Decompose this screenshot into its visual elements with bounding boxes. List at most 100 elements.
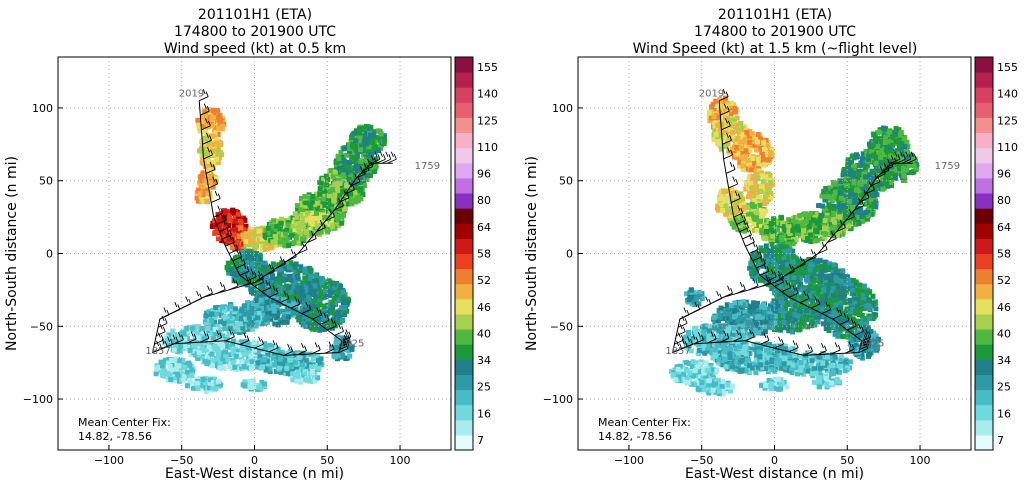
colorbar-segment	[455, 57, 473, 73]
wind-cell	[314, 279, 320, 285]
wind-cell	[344, 152, 350, 158]
wind-cell	[322, 288, 328, 294]
wind-cell	[257, 279, 263, 285]
colorbar-segment	[455, 344, 473, 360]
wind-cell	[312, 363, 318, 369]
wind-cell	[305, 298, 311, 304]
wind-cell	[846, 195, 852, 201]
wind-cell	[269, 245, 275, 251]
wind-cell	[272, 276, 278, 282]
wind-cell	[298, 358, 304, 364]
wind-cell	[317, 191, 323, 197]
wind-cell	[734, 150, 740, 156]
wind-cell	[757, 189, 763, 195]
wind-cell	[153, 366, 159, 372]
wind-cell	[763, 208, 769, 214]
wind-cell	[237, 321, 243, 327]
wind-cell	[752, 180, 758, 186]
wind-cell	[751, 198, 757, 204]
wind-cell	[325, 226, 331, 232]
wind-cell	[321, 282, 327, 288]
wind-cell	[318, 216, 324, 222]
wind-cell	[213, 386, 219, 392]
wind-cell	[213, 175, 219, 181]
wind-cell	[857, 205, 863, 211]
wind-cell	[215, 324, 221, 330]
wind-cell	[332, 169, 338, 175]
wind-cell	[303, 200, 309, 206]
wind-cell	[729, 121, 735, 127]
wind-cell	[285, 362, 291, 368]
wind-cell	[292, 272, 298, 278]
wind-cell	[746, 216, 752, 222]
wind-cell	[211, 218, 217, 224]
colorbar-segment	[455, 268, 473, 285]
wind-barb	[225, 234, 235, 247]
wind-cell	[314, 195, 320, 201]
wind-cell	[289, 308, 295, 314]
wind-barb	[290, 296, 301, 309]
wind-cell	[259, 236, 265, 242]
wind-cell	[742, 225, 748, 231]
wind-cell	[176, 363, 182, 369]
wind-cell	[209, 116, 215, 122]
wind-cell	[348, 179, 354, 185]
wind-cell	[318, 180, 324, 186]
wind-cell	[768, 179, 774, 185]
wind-cell	[308, 215, 314, 221]
wind-cell	[850, 204, 856, 210]
wind-cell	[241, 303, 247, 309]
wind-cell	[190, 325, 196, 331]
wind-cell	[350, 149, 356, 155]
wind-cell	[748, 191, 754, 197]
wind-cell	[302, 203, 308, 209]
wind-cell	[360, 191, 366, 197]
wind-barb	[239, 332, 250, 345]
wind-cell	[171, 378, 177, 384]
wind-cell	[178, 343, 184, 349]
wind-cell	[228, 304, 234, 310]
wind-barb	[311, 342, 321, 355]
wind-cell	[316, 365, 322, 371]
chart-title-line: 174800 to 201900 UTC	[694, 24, 856, 40]
wind-cell	[308, 202, 314, 208]
wind-cell	[268, 277, 274, 283]
wind-cell	[303, 230, 309, 236]
wind-cell	[755, 139, 761, 145]
wind-cell	[192, 344, 198, 350]
wind-cell	[725, 208, 731, 214]
colorbar-tick-label: 155	[477, 61, 498, 74]
wind-cell	[331, 197, 337, 203]
wind-cell	[770, 228, 776, 234]
wind-cell	[756, 161, 762, 167]
wind-cell	[224, 343, 230, 349]
wind-cell	[838, 195, 844, 201]
wind-cell	[759, 161, 765, 167]
colorbar-segment	[455, 162, 473, 179]
wind-cell	[718, 202, 724, 208]
wind-cell	[318, 294, 324, 300]
wind-cell	[264, 364, 270, 370]
wind-cell	[804, 235, 810, 241]
wind-cell	[776, 219, 782, 225]
wind-cell	[730, 146, 736, 152]
wind-cell	[219, 326, 225, 332]
colorbar-tick-label: 46	[477, 301, 491, 314]
wind-barb	[157, 315, 168, 328]
wind-cell	[355, 198, 361, 204]
wind-cell	[262, 381, 268, 387]
wind-cell	[197, 125, 203, 131]
wind-cell	[350, 141, 356, 147]
xtick-label: −100	[94, 454, 124, 467]
wind-cell	[226, 270, 232, 276]
wind-cell	[340, 180, 346, 186]
wind-cell	[326, 185, 332, 191]
wind-cell	[216, 216, 222, 222]
wind-cell	[353, 138, 359, 144]
wind-cell	[220, 304, 226, 310]
wind-cell	[288, 277, 294, 283]
wind-cell	[213, 140, 219, 146]
wind-cell	[277, 279, 283, 285]
wind-barb	[307, 230, 317, 243]
wind-cell	[265, 352, 271, 358]
